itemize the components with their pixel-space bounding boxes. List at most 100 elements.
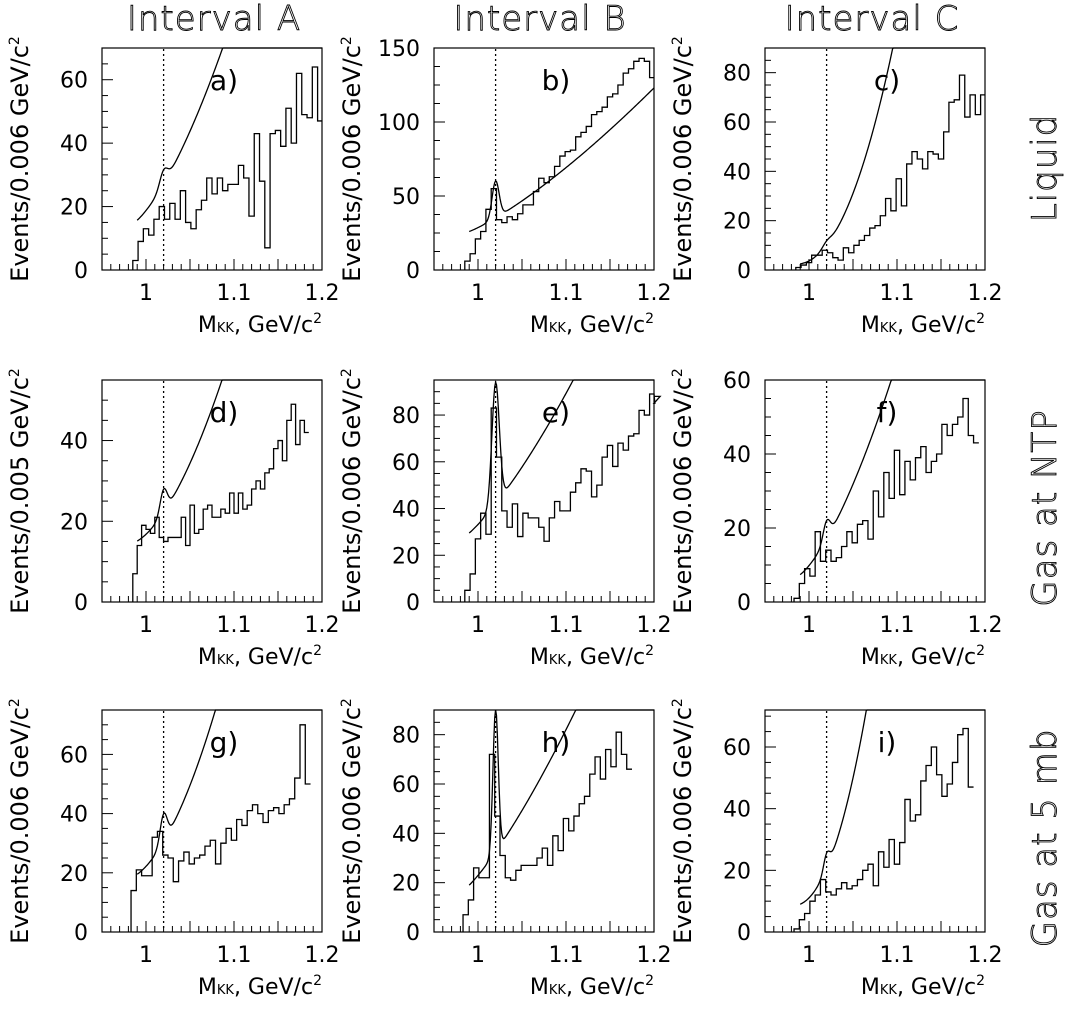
y-tick-label: 0 [737,259,751,284]
y-tick-label: 60 [60,69,88,94]
x-tick-label: 1 [802,943,816,968]
x-tick-label: 1.1 [880,943,915,968]
y-tick-label: 40 [60,430,88,455]
x-tick-label: 1 [471,613,485,638]
fit-curve [800,47,985,265]
y-tick-label: 0 [737,591,751,616]
y-tick-label: 20 [723,210,751,235]
histogram-series [130,724,311,932]
panel-c: 0 20 40 60 80 1 1.1 1.2 c) Events/0.006 GeV/c2 MKK… [669,36,1003,338]
plot-frame [101,709,323,933]
y-tick-label: 40 [723,798,751,823]
panel-label: f) [877,396,898,429]
x-tick-label: 1.1 [217,613,252,638]
y-tick-label: 100 [378,111,420,136]
y-tick-label: 40 [60,803,88,828]
plot-frame [101,379,323,603]
y-axis-label: Events/0.006 GeV/c2 [669,36,697,282]
y-axis-label: Events/0.006 GeV/c2 [6,698,34,944]
histogram-series [795,74,985,270]
panel-i: 0 20 40 60 1 1.1 1.2 i) Events/0.006 GeV/c2 MKK, … [669,698,1003,1000]
x-tick-label: 1 [471,943,485,968]
y-tick-label: 40 [723,443,751,468]
panel-label: b) [542,64,571,97]
histogram-series [793,727,974,932]
plot-frame [433,379,655,603]
panel-e: 0 20 40 60 80 1 1.1 1.2 e) Events/0.006 GeV/c2 MKK… [338,368,672,670]
x-tick-label: 1 [139,281,153,306]
histogram-series [464,57,654,270]
y-tick-label: 40 [392,498,420,523]
y-tick-label: 60 [723,369,751,394]
y-tick-label: 20 [60,510,88,535]
column-title-b: Interval B [453,0,626,39]
y-tick-label: 20 [60,862,88,887]
panel-label: i) [878,726,897,759]
x-axis-label: MKK, GeV/c2 [861,311,985,338]
x-tick-label: 1.2 [637,281,672,306]
histogram-series [132,403,309,602]
y-axis-label: Events/0.006 GeV/c2 [338,368,366,614]
fit-curve [799,709,985,905]
y-tick-label: 150 [378,37,420,62]
y-tick-label: 40 [723,160,751,185]
x-tick-label: 1 [139,943,153,968]
y-tick-label: 0 [74,259,88,284]
histogram-series [462,731,632,932]
y-tick-label: 20 [60,196,88,221]
x-tick-label: 1 [139,613,153,638]
y-tick-label: 0 [406,259,420,284]
y-tick-label: 60 [392,451,420,476]
y-tick-label: 20 [392,544,420,569]
panel-b: 0 50 100 150 1 1.1 1.2 b) Events/0.006 GeV/c2 MKK… [338,36,672,338]
y-tick-label: 60 [60,743,88,768]
y-tick-label: 40 [392,822,420,847]
y-axis-label: Events/0.006 GeV/c2 [338,698,366,944]
y-axis-label: Events/0.006 GeV/c2 [338,36,366,282]
histogram-series [793,397,979,602]
x-tick-label: 1.2 [968,613,1003,638]
y-tick-label: 0 [74,591,88,616]
x-tick-label: 1.2 [968,943,1003,968]
x-tick-label: 1.2 [637,613,672,638]
histogram-series [464,393,662,602]
panel-label: d) [210,396,239,429]
x-axis-label: MKK, GeV/c2 [198,311,322,338]
plot-frame [764,709,986,933]
fit-curve [136,709,322,875]
fit-curve [468,709,654,886]
x-axis-label: MKK, GeV/c2 [530,643,654,670]
x-axis-label: MKK, GeV/c2 [198,643,322,670]
panel-label: a) [210,64,238,97]
fit-curve [468,379,654,534]
panel-h: 0 20 40 60 80 1 1.1 1.2 h) Events/0.006 GeV/c2 MKK… [338,698,672,1000]
x-tick-label: 1.1 [549,281,584,306]
y-tick-label: 0 [406,591,420,616]
y-tick-label: 60 [723,736,751,761]
panel-label: h) [542,726,571,759]
x-tick-label: 1.1 [549,613,584,638]
fit-curve [468,87,655,233]
y-tick-label: 20 [723,517,751,542]
row-title-gas-ntp: Gas at NTP [1025,409,1065,606]
row-title-liquid: Liquid [1025,114,1065,223]
x-tick-label: 1.2 [305,281,340,306]
row-title-gas-5mb: Gas at 5 mb [1025,729,1065,948]
x-axis-label: MKK, GeV/c2 [861,643,985,670]
histogram-series [132,66,322,270]
panel-label: c) [874,64,900,97]
y-tick-label: 0 [737,921,751,946]
y-tick-label: 0 [74,921,88,946]
y-tick-label: 20 [723,859,751,884]
column-title-a: Interval A [127,0,301,39]
y-tick-label: 20 [392,872,420,897]
x-tick-label: 1.2 [305,943,340,968]
x-tick-label: 1.1 [880,613,915,638]
x-tick-label: 1 [471,281,485,306]
x-tick-label: 1.1 [217,943,252,968]
y-tick-label: 80 [723,62,751,87]
x-axis-label: MKK, GeV/c2 [530,311,654,338]
fit-curve [799,379,985,576]
y-tick-label: 80 [392,404,420,429]
